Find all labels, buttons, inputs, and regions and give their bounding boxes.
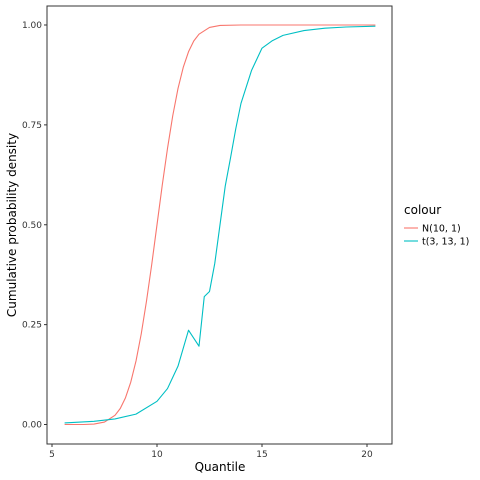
x-axis: 5 10 15 20 xyxy=(49,444,373,460)
legend-label-1: t(3, 13, 1) xyxy=(422,237,469,248)
y-tick-label: 0.75 xyxy=(22,121,42,131)
x-tick-label: 10 xyxy=(151,450,163,460)
x-tick-label: 5 xyxy=(49,450,55,460)
legend-title: colour xyxy=(404,203,441,217)
x-axis-title: Quantile xyxy=(195,460,246,474)
series-lines xyxy=(64,24,376,426)
legend-label-0: N(10, 1) xyxy=(422,224,461,235)
y-tick-label: 1.00 xyxy=(22,21,42,31)
y-axis-title: Cumulative probability density xyxy=(5,133,19,317)
y-tick-label: 0.25 xyxy=(22,321,42,331)
x-tick-label: 20 xyxy=(361,450,373,460)
y-tick-label: 0.00 xyxy=(22,421,42,431)
y-tick-label: 0.50 xyxy=(22,221,42,231)
series-line-0 xyxy=(64,24,376,426)
x-tick-label: 15 xyxy=(256,450,267,460)
series-line-1 xyxy=(64,25,376,424)
legend: colour N(10, 1) t(3, 13, 1) xyxy=(404,203,469,248)
y-axis: 0.00 0.25 0.50 0.75 1.00 xyxy=(22,21,47,431)
